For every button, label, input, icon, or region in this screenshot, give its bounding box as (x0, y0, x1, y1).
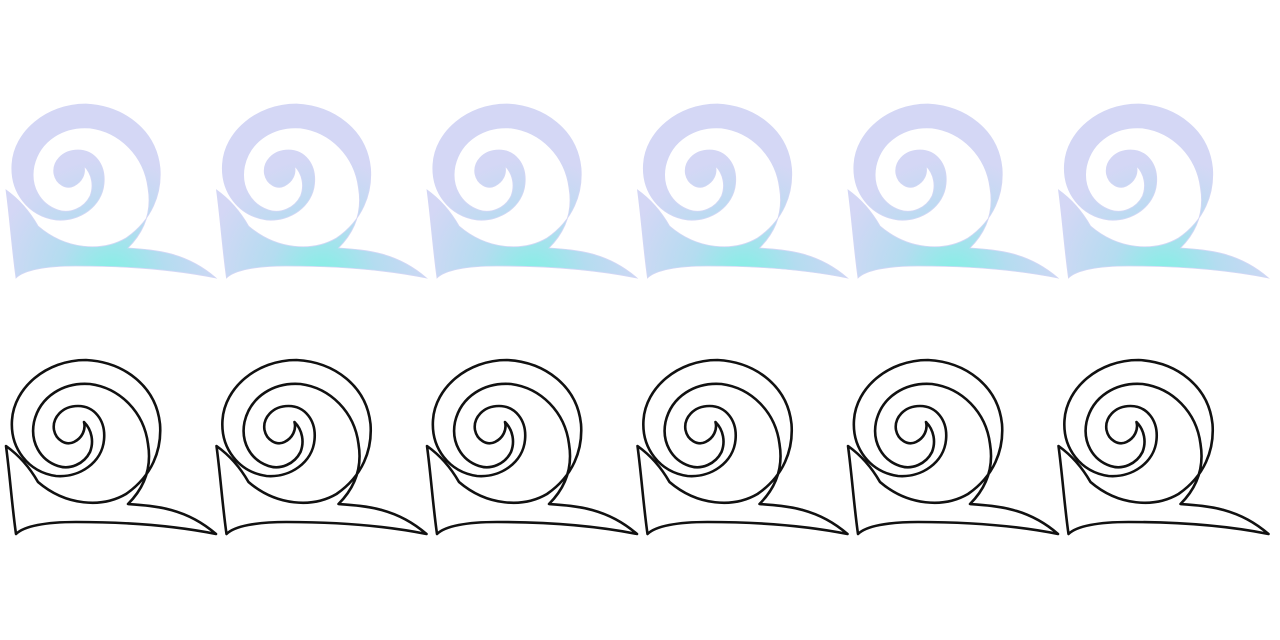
outline-wave-band-wave (846, 358, 1060, 536)
outline-wave-band (4, 358, 1270, 536)
colored-wave-band-wave (5, 103, 217, 279)
outline-wave-band-wave (1057, 358, 1270, 536)
outline-wave-band-wave (215, 358, 428, 536)
colored-wave-band-wave (426, 103, 638, 279)
colored-wave-band-wave (847, 103, 1059, 279)
colored-wave-band (5, 103, 1269, 279)
colored-wave-band-wave (216, 103, 427, 279)
outline-wave-band-wave (636, 358, 849, 536)
outline-wave-band-wave (425, 358, 639, 536)
colored-wave-band-wave (637, 103, 848, 279)
outline-wave-band-wave (4, 358, 218, 536)
colored-wave-band-wave (1058, 103, 1269, 279)
